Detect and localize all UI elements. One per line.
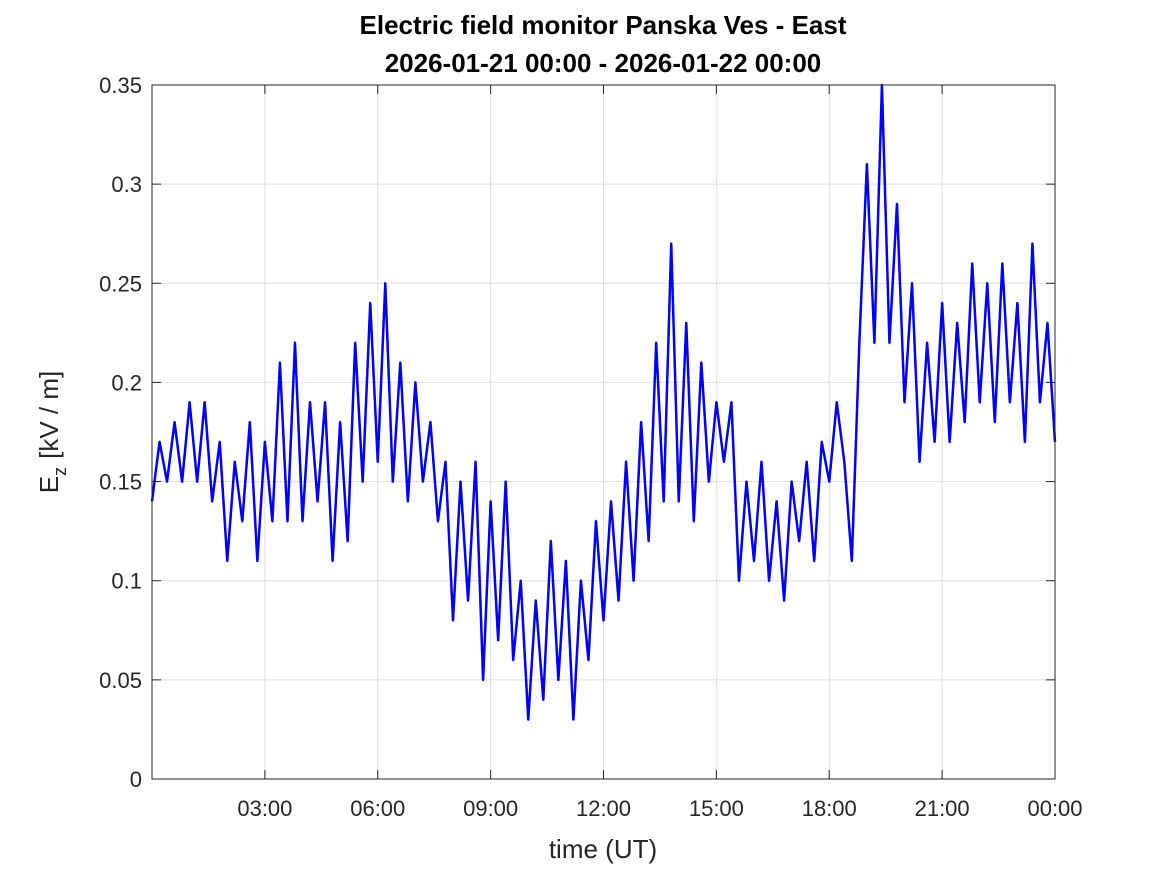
x-tick-label: 15:00 (689, 796, 744, 821)
chart-subtitle: 2026-01-21 00:00 - 2026-01-22 00:00 (385, 48, 822, 78)
x-axis-label: time (UT) (549, 834, 657, 864)
x-tick-label: 09:00 (463, 796, 518, 821)
y-tick-label: 0.25 (99, 271, 142, 296)
x-tick-label: 03:00 (237, 796, 292, 821)
y-axis-label: Ez [kV / m] (34, 371, 70, 493)
y-label-main: E (34, 476, 64, 493)
y-label-sub: z (50, 467, 70, 476)
x-tick-label: 06:00 (350, 796, 405, 821)
y-tick-label: 0.05 (99, 668, 142, 693)
data-line (150, 83, 1057, 721)
y-label-unit: [kV / m] (34, 371, 64, 459)
x-tick-label: 12:00 (576, 796, 631, 821)
chart-title: Electric field monitor Panska Ves - East (360, 10, 847, 40)
axes-box (151, 84, 1056, 780)
y-tick-label: 0.3 (111, 172, 142, 197)
x-tick-label: 18:00 (802, 796, 857, 821)
x-tick-label: 21:00 (915, 796, 970, 821)
y-tick-label: 0.2 (111, 370, 142, 395)
y-tick-label: 0.15 (99, 470, 142, 495)
y-tick-label: 0.1 (111, 569, 142, 594)
y-tick-label: 0.35 (99, 73, 142, 98)
y-tick-label: 0 (130, 767, 142, 792)
x-tick-label: 00:00 (1027, 796, 1082, 821)
